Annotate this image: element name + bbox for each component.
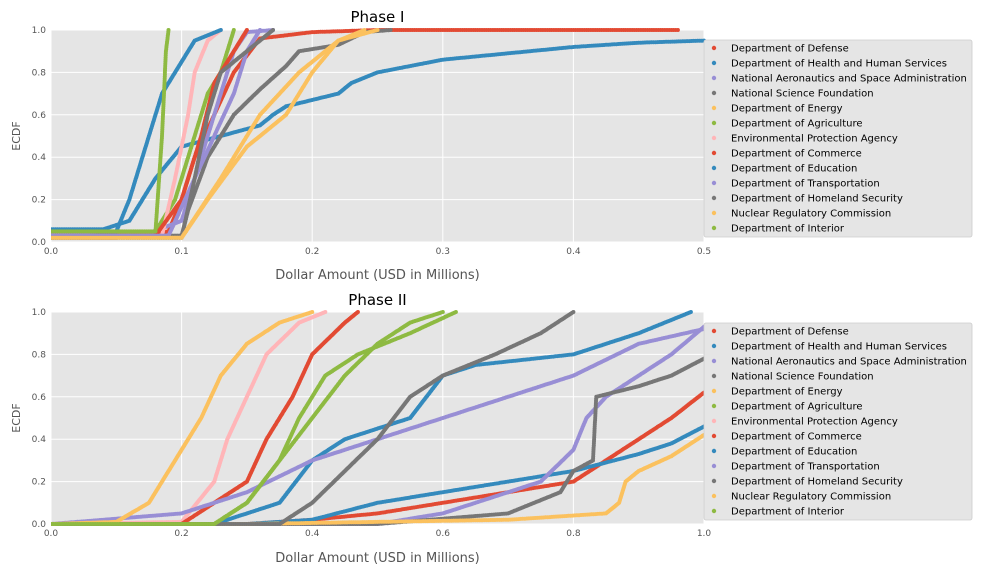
x-tick-label: 0.0 [44,247,59,257]
legend: Department of Defense Department of Healt… [704,40,972,237]
chart-title: Phase I [351,8,405,26]
legend-label: National Aeronautics and Space Administr… [731,74,967,85]
data-point [376,28,380,32]
y-tick-label: 0.8 [32,350,47,360]
x-tick-label: 0.6 [436,529,451,539]
x-tick-label: 0.2 [305,247,319,257]
legend-marker [712,151,716,155]
data-point [258,28,262,32]
data-point [271,28,275,32]
legend-marker [712,121,716,125]
x-tick-label: 1.0 [697,529,712,539]
data-point [232,28,236,32]
legend-label: Environmental Protection Agency [731,134,898,145]
legend-label: Department of Commerce [731,149,862,160]
legend-marker [712,226,716,230]
legend-marker [712,46,716,50]
legend-marker [712,181,716,185]
panel-2: 0.0 0.2 0.4 0.6 0.8 1.0 0.0 0.2 0.4 0.6 0.8 1.0 Phas… [10,291,972,566]
y-tick-label: 0.4 [32,435,47,445]
legend-label: Nuclear Regulatory Commission [731,209,891,220]
y-axis-label: ECDF [10,403,23,432]
data-point [167,28,171,32]
y-tick-label: 0.0 [32,520,47,530]
x-tick-label: 0.8 [566,529,581,539]
y-tick-label: 0.4 [32,153,47,163]
legend-marker [712,166,716,170]
data-point [362,28,366,32]
y-tick-label: 0.6 [32,111,47,121]
x-tick-label: 0.1 [174,247,188,257]
panel-1: 0.0 0.1 0.2 0.3 0.4 0.5 0.0 0.2 0.4 0.6 0.8 1.0 Phas… [10,8,972,283]
legend-marker [712,76,716,80]
legend-label: Department of Education [731,164,857,175]
legend-marker [712,196,716,200]
legend-label: Department of Transportation [731,179,880,190]
legend-marker [712,91,716,95]
legend-label: Department of Energy [731,104,843,115]
x-tick-label: 0.4 [566,247,581,257]
x-axis-label: Dollar Amount (USD in Millions) [275,268,480,283]
legend-label: Department of Defense [731,44,849,55]
y-tick-label: 1.0 [32,26,47,36]
y-tick-label: 0.0 [32,238,47,248]
legend-marker [712,136,716,140]
x-tick-label: 0.0 [44,529,59,539]
y-tick-label: 0.2 [32,478,46,488]
y-axis-label: ECDF [10,121,23,150]
x-tick-label: 0.3 [436,247,450,257]
legend-label: Department of Health and Human Services [731,59,947,70]
legend-label: National Science Foundation [731,89,874,100]
x-axis-label: Dollar Amount (USD in Millions) [275,551,480,566]
chart-title: Phase II [348,291,406,309]
data-point [389,28,393,32]
data-point [219,28,223,32]
legend-marker [712,61,716,65]
x-tick-label: 0.4 [305,529,320,539]
legend-label: Department of Agriculture [731,119,863,130]
legend-label: Department of Interior [731,224,845,235]
y-tick-label: 0.6 [32,393,47,403]
data-point [245,28,249,32]
data-point [676,28,680,32]
legend-label: Department of Homeland Security [731,194,903,205]
legend-marker [712,211,716,215]
legend-marker [712,106,716,110]
y-tick-label: 0.8 [32,68,47,78]
x-tick-label: 0.5 [697,247,711,257]
x-tick-label: 0.2 [174,529,188,539]
y-tick-label: 1.0 [32,308,47,318]
y-tick-label: 0.2 [32,196,46,206]
